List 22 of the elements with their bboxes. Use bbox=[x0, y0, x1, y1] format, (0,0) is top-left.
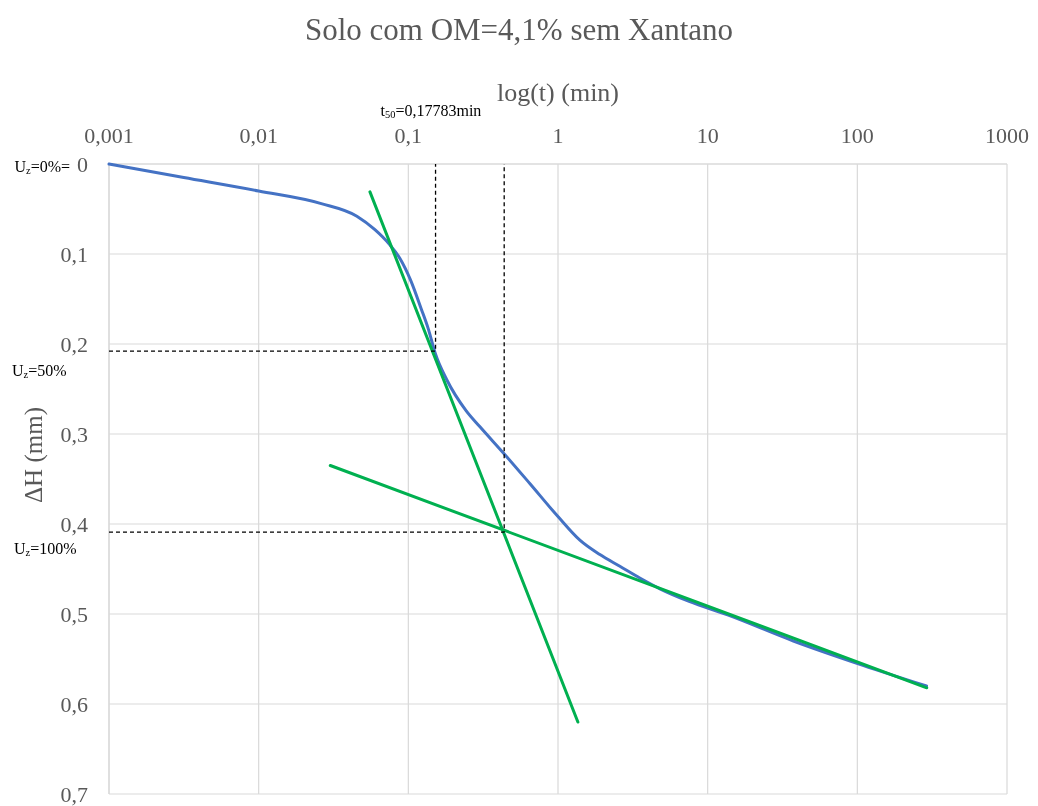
x-tick-label: 1 bbox=[552, 123, 564, 148]
x-tick-label: 10 bbox=[696, 123, 719, 148]
y-axis-title: ΔH (mm) bbox=[20, 407, 48, 503]
y-tick-label: 0,3 bbox=[60, 422, 88, 447]
y-tick-label: 0,7 bbox=[60, 782, 88, 806]
x-axis-title: log(t) (min) bbox=[496, 78, 620, 107]
text: U$_{z}$=50% bbox=[12, 362, 67, 381]
x-tick-label: 0,1 bbox=[394, 123, 423, 148]
y-tick-label: 0,2 bbox=[60, 332, 88, 357]
y-tick-label: 0 bbox=[77, 152, 88, 177]
text: U$_{z}$=0%= bbox=[14, 158, 70, 177]
text: t$_{50}$=0,17783min bbox=[380, 102, 482, 121]
y-tick-label: 0,4 bbox=[60, 512, 88, 537]
x-tick-label: 0,001 bbox=[84, 123, 134, 148]
x-tick-label: 1000 bbox=[985, 123, 1029, 148]
x-tick-label: 100 bbox=[840, 123, 874, 148]
y-tick-label: 0,5 bbox=[60, 602, 88, 627]
x-tick-label: 0,01 bbox=[239, 123, 278, 148]
y-tick-label: 0,1 bbox=[60, 242, 88, 267]
y-tick-label: 0,6 bbox=[60, 692, 88, 717]
chart-title: Solo com OM=4,1% sem Xantano bbox=[304, 12, 734, 47]
text: U$_{z}$=100% bbox=[14, 540, 77, 559]
